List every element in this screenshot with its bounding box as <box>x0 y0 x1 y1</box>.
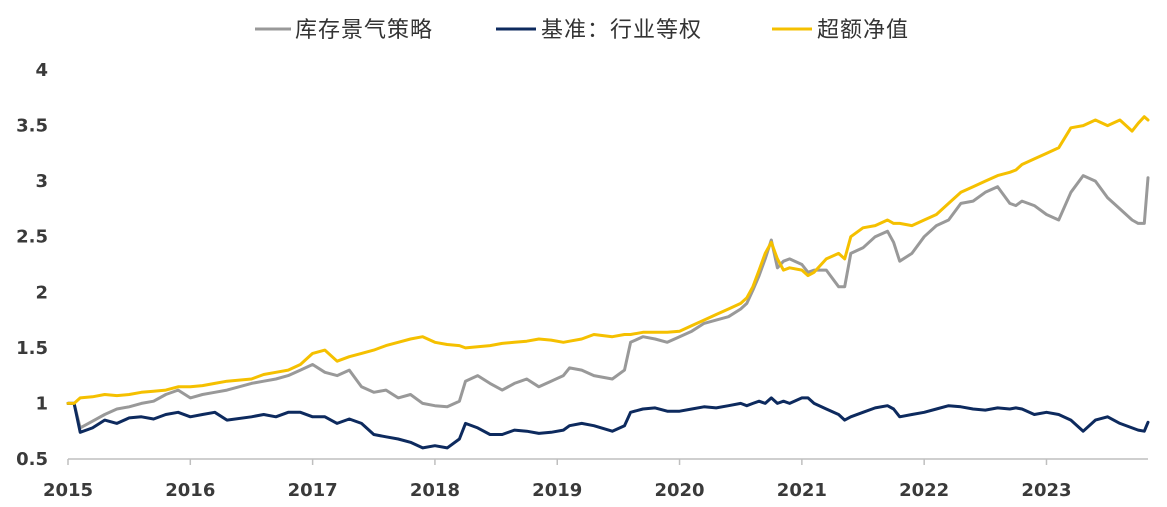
x-tick-label: 2017 <box>288 480 338 501</box>
legend-item-strategy: 库存景气策略 <box>255 18 433 43</box>
y-tick-label: 2 <box>35 282 48 303</box>
y-axis-ticks: 4 3.5 3 2.5 2 1.5 1 0.5 <box>16 60 48 470</box>
legend-item-excess: 超额净值 <box>772 18 909 43</box>
x-tick-label: 2019 <box>532 480 582 501</box>
y-tick-label: 4 <box>35 60 48 81</box>
x-tick-label: 2018 <box>410 480 460 501</box>
y-tick-label: 2.5 <box>16 227 48 248</box>
y-tick-label: 3 <box>35 171 48 192</box>
series-line-benchmark <box>66 396 1150 450</box>
x-tick-label: 2016 <box>165 480 215 501</box>
chart-legend: 库存景气策略 基准：行业等权 超额净值 <box>255 18 909 43</box>
series-layer <box>66 115 1150 450</box>
legend-item-benchmark: 基准：行业等权 <box>496 18 702 43</box>
series-line-excess <box>66 115 1150 405</box>
x-tick-label: 2021 <box>777 480 827 501</box>
series-line-strategy <box>66 174 1150 430</box>
y-tick-label: 0.5 <box>16 449 48 470</box>
legend-label-excess: 超额净值 <box>817 18 909 43</box>
legend-label-strategy: 库存景气策略 <box>295 18 433 43</box>
x-tick-label: 2020 <box>654 480 704 501</box>
legend-label-benchmark: 基准：行业等权 <box>541 18 702 43</box>
y-tick-label: 3.5 <box>16 116 48 137</box>
x-tick-label: 2023 <box>1021 480 1071 501</box>
x-tick-label: 2015 <box>43 480 93 501</box>
y-tick-label: 1.5 <box>16 338 48 359</box>
x-axis-ticks: 2015 2016 2017 2018 2019 2020 2021 2022 2023 <box>43 459 1072 501</box>
x-tick-label: 2022 <box>899 480 949 501</box>
y-tick-label: 1 <box>35 393 48 414</box>
